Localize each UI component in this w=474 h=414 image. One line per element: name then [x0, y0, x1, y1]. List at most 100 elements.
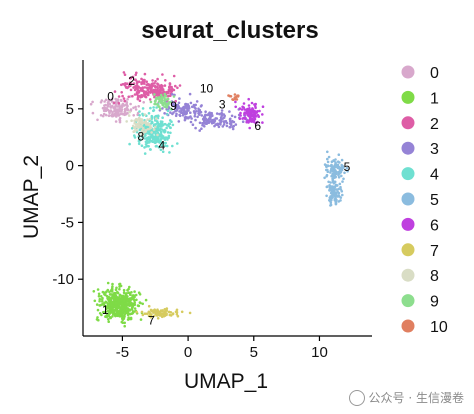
cell-point	[159, 148, 163, 152]
cell-point	[140, 95, 144, 98]
cell-point	[163, 129, 167, 132]
cell-point	[153, 99, 157, 103]
cell-point	[125, 101, 129, 104]
cell-point	[147, 304, 151, 308]
cell-point	[331, 194, 334, 197]
cell-point	[165, 102, 169, 106]
legend-swatch	[401, 268, 415, 282]
cell-point	[118, 309, 122, 312]
legend-swatch	[401, 217, 415, 231]
cell-point	[101, 290, 105, 294]
cell-point	[242, 102, 246, 105]
cell-point	[128, 285, 131, 289]
cell-point	[248, 113, 252, 117]
cell-point	[97, 294, 101, 298]
cell-point	[134, 78, 137, 81]
cell-point	[147, 140, 150, 144]
cell-point	[339, 199, 342, 202]
cell-point	[176, 142, 179, 145]
cell-point	[180, 310, 184, 314]
cell-point	[151, 140, 154, 143]
cell-point	[193, 114, 197, 118]
cell-point	[255, 120, 259, 124]
cell-point	[227, 94, 230, 97]
cell-point	[105, 294, 109, 298]
cell-point	[219, 120, 223, 124]
cell-point	[222, 116, 226, 119]
cell-point	[117, 101, 121, 105]
x-tick-label: 0	[184, 344, 192, 361]
cell-point	[163, 308, 167, 311]
cell-point	[233, 93, 237, 96]
cell-point	[98, 304, 101, 307]
cell-point	[239, 114, 242, 117]
cell-point	[155, 96, 158, 100]
cell-point	[112, 302, 115, 305]
cell-point	[158, 89, 162, 93]
cell-point	[110, 114, 113, 117]
cell-point	[204, 110, 207, 113]
cell-point	[250, 101, 254, 105]
cell-point	[116, 108, 119, 111]
cell-point	[96, 288, 100, 291]
legend-label: 8	[430, 268, 439, 285]
cell-point	[163, 144, 167, 147]
cell-point	[166, 113, 169, 116]
cell-point	[248, 126, 251, 130]
cell-point	[329, 203, 333, 207]
cluster-label-9: 9	[170, 99, 177, 113]
cell-point	[340, 166, 343, 170]
cell-point	[333, 193, 337, 197]
legend-swatch	[401, 167, 415, 181]
cell-point	[154, 135, 158, 138]
cell-point	[174, 114, 178, 118]
cell-point	[126, 86, 129, 90]
cell-point	[330, 186, 333, 190]
cell-point	[326, 150, 329, 154]
cell-point	[161, 309, 164, 313]
cell-point	[102, 112, 106, 116]
legend-swatch	[401, 319, 415, 333]
cell-point	[153, 130, 156, 134]
cluster-label-7: 7	[148, 313, 155, 327]
cell-point	[116, 306, 120, 310]
cell-point	[146, 93, 150, 97]
cell-point	[261, 105, 265, 108]
legend-item-0: 0	[401, 65, 439, 82]
cell-point	[171, 144, 174, 148]
cell-point	[239, 111, 242, 115]
cell-point	[114, 103, 118, 106]
cell-point	[330, 160, 334, 163]
cell-point	[103, 104, 106, 107]
cell-point	[149, 87, 153, 90]
cell-point	[247, 109, 251, 112]
cell-point	[137, 135, 140, 138]
x-tick-label: 10	[311, 344, 328, 361]
watermark-text: 公众号 · 生信漫卷	[368, 391, 464, 405]
cell-point	[114, 301, 118, 305]
cell-point	[144, 128, 148, 132]
cell-point	[181, 106, 184, 110]
cell-point	[167, 134, 171, 138]
cell-point	[215, 112, 219, 115]
cell-point	[222, 113, 226, 116]
cell-point	[209, 116, 212, 120]
cell-point	[192, 103, 196, 107]
cell-point	[241, 120, 245, 123]
cell-point	[102, 310, 105, 314]
cell-point	[231, 98, 234, 101]
cell-point	[107, 318, 110, 321]
cell-point	[124, 311, 128, 315]
cell-point	[171, 103, 174, 107]
cell-point	[225, 124, 229, 128]
cell-point	[100, 313, 103, 317]
cell-point	[189, 120, 193, 124]
cell-point	[108, 299, 112, 302]
cell-point	[177, 105, 180, 108]
cell-point	[220, 109, 224, 112]
cell-point	[151, 135, 154, 139]
cell-point	[223, 120, 226, 124]
cell-point	[107, 312, 110, 315]
cell-point	[194, 110, 198, 113]
cell-point	[189, 111, 192, 114]
